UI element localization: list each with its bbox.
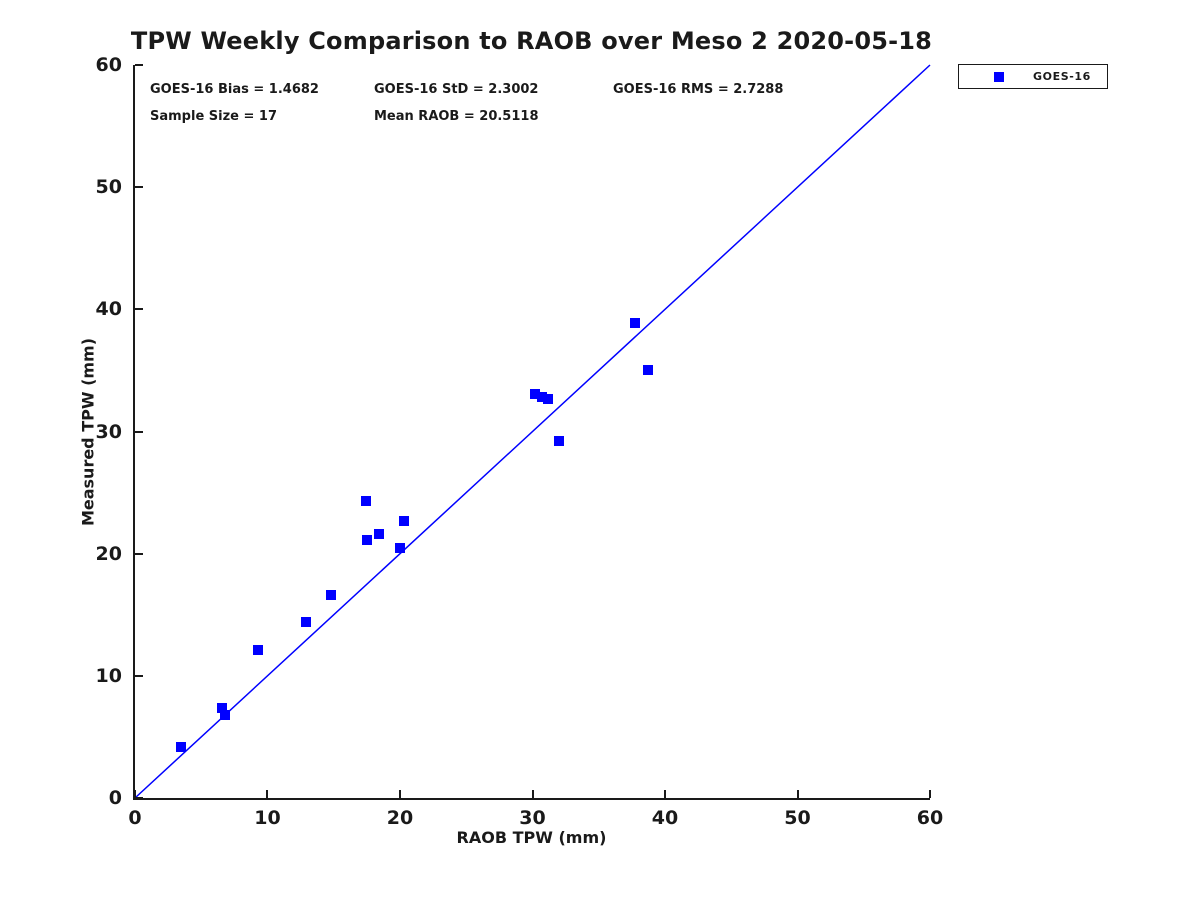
x-tick-label: 60 — [916, 807, 944, 829]
x-tick-label: 40 — [651, 807, 679, 829]
y-tick-label: 20 — [95, 542, 122, 565]
x-tick-label: 20 — [386, 807, 414, 829]
x-tick-mark — [531, 790, 534, 798]
stat-bias: GOES-16 Bias = 1.4682 — [150, 82, 319, 97]
y-tick-label: 30 — [95, 420, 122, 443]
identity-line-layer — [135, 65, 930, 798]
scatter-point — [543, 393, 554, 404]
x-tick-mark — [134, 790, 136, 798]
scatter-point — [220, 709, 231, 720]
y-tick-mark — [135, 186, 143, 189]
chart-title: TPW Weekly Comparison to RAOB over Meso … — [130, 27, 933, 55]
plot-area: 0 10 20 30 40 50 60 0 10 20 30 40 50 60 — [96, 54, 944, 829]
scatter-point — [300, 617, 311, 628]
legend-label: GOES-16 — [1033, 70, 1091, 83]
y-tick-mark — [135, 64, 143, 66]
x-tick-label: 30 — [519, 807, 546, 829]
stat-std: GOES-16 StD = 2.3002 — [374, 82, 539, 97]
x-tick-label: 50 — [784, 807, 811, 829]
identity-line — [135, 65, 930, 798]
legend: GOES-16 — [958, 64, 1108, 89]
y-tick-mark — [135, 552, 143, 555]
scatter-point — [629, 317, 640, 328]
y-tick-label: 60 — [95, 54, 122, 76]
y-axis-label: Measured TPW (mm) — [78, 337, 98, 527]
scatter-point — [394, 542, 405, 553]
scatter-point — [176, 741, 187, 752]
scatter-point — [373, 529, 384, 540]
scatter-point — [253, 645, 264, 656]
x-tick-mark — [929, 790, 931, 798]
y-tick-label: 50 — [95, 176, 122, 199]
scatter-point — [530, 388, 541, 399]
x-tick-label: 0 — [128, 807, 142, 829]
x-tick-mark — [663, 790, 666, 798]
scatter-point — [217, 702, 228, 713]
scatter-point — [536, 392, 547, 403]
legend-square-marker-icon — [994, 71, 1004, 82]
x-tick-mark — [796, 790, 799, 798]
scatter-point — [360, 496, 371, 507]
stat-mean-raob: Mean RAOB = 20.5118 — [374, 109, 539, 124]
x-axis-label: RAOB TPW (mm) — [456, 828, 607, 847]
scatter-point — [361, 535, 372, 546]
y-tick-mark — [135, 674, 143, 677]
y-tick-mark — [135, 430, 143, 433]
y-tick-label: 0 — [108, 787, 122, 809]
x-tick-label: 10 — [254, 807, 281, 829]
x-tick-mark — [266, 790, 269, 798]
y-tick-mark — [135, 797, 143, 799]
x-tick-mark — [398, 790, 401, 798]
y-tick-mark — [135, 308, 143, 311]
scatter-point — [326, 590, 337, 601]
y-tick-label: 40 — [95, 298, 122, 321]
stat-sample-size: Sample Size = 17 — [150, 109, 278, 124]
scatter-point — [554, 436, 564, 447]
scatter-point — [642, 365, 653, 376]
y-tick-label: 10 — [95, 664, 122, 687]
stat-rms: GOES-16 RMS = 2.7288 — [613, 82, 784, 97]
scatter-point — [398, 515, 409, 526]
